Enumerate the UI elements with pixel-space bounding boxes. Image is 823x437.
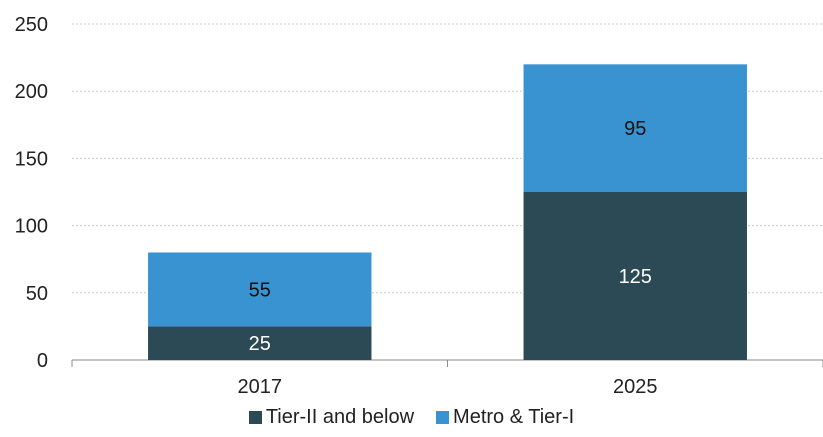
data-label: 95 [624,118,646,140]
bar-segment [523,64,747,192]
bar-segment [148,252,372,327]
chart-legend: Tier-II and below Metro & Tier-I [0,406,823,429]
data-label: 25 [249,333,271,355]
y-tick-label: 50 [26,283,48,305]
y-tick-label: 100 [15,216,48,238]
bar-segment [148,326,372,360]
x-tick-label: 2025 [613,376,658,398]
y-tick-label: 200 [15,81,48,103]
legend-swatch-tier2 [248,411,262,424]
data-label: 55 [249,279,271,301]
legend-swatch-metro [436,411,450,424]
legend-item-tier2: Tier-II and below [248,406,415,429]
legend-label-metro: Metro & Tier-I [453,406,575,428]
legend-item-metro: Metro & Tier-I [436,406,574,429]
y-tick-label: 0 [37,350,48,372]
y-tick-label: 150 [15,148,48,170]
data-label: 125 [619,266,652,288]
y-tick-label: 250 [15,14,48,36]
legend-label-tier2: Tier-II and below [265,406,415,428]
bar-segment [523,192,747,360]
x-tick-label: 2017 [238,376,283,398]
